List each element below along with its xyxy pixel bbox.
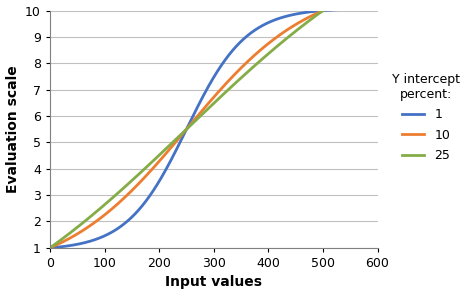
1 [305,10,311,14]
10 [305,16,311,19]
25 [206,106,212,109]
25 [47,246,53,250]
10 [64,238,70,242]
1 [375,7,381,10]
Y-axis label: Evaluation scale: Evaluation scale [6,65,20,193]
1 [64,244,70,248]
Line: 25: 25 [50,0,378,248]
1 [365,7,371,10]
1 [198,99,203,103]
X-axis label: Input values: Input values [165,276,262,289]
Legend: 1, 10, 25: 1, 10, 25 [387,68,465,167]
10 [206,101,212,104]
Line: 10: 10 [50,0,378,248]
25 [198,114,203,117]
10 [47,246,53,250]
1 [365,7,371,10]
10 [198,111,203,114]
1 [206,83,212,87]
25 [64,234,70,237]
1 [47,246,53,250]
25 [305,20,311,23]
Line: 1: 1 [50,9,378,248]
